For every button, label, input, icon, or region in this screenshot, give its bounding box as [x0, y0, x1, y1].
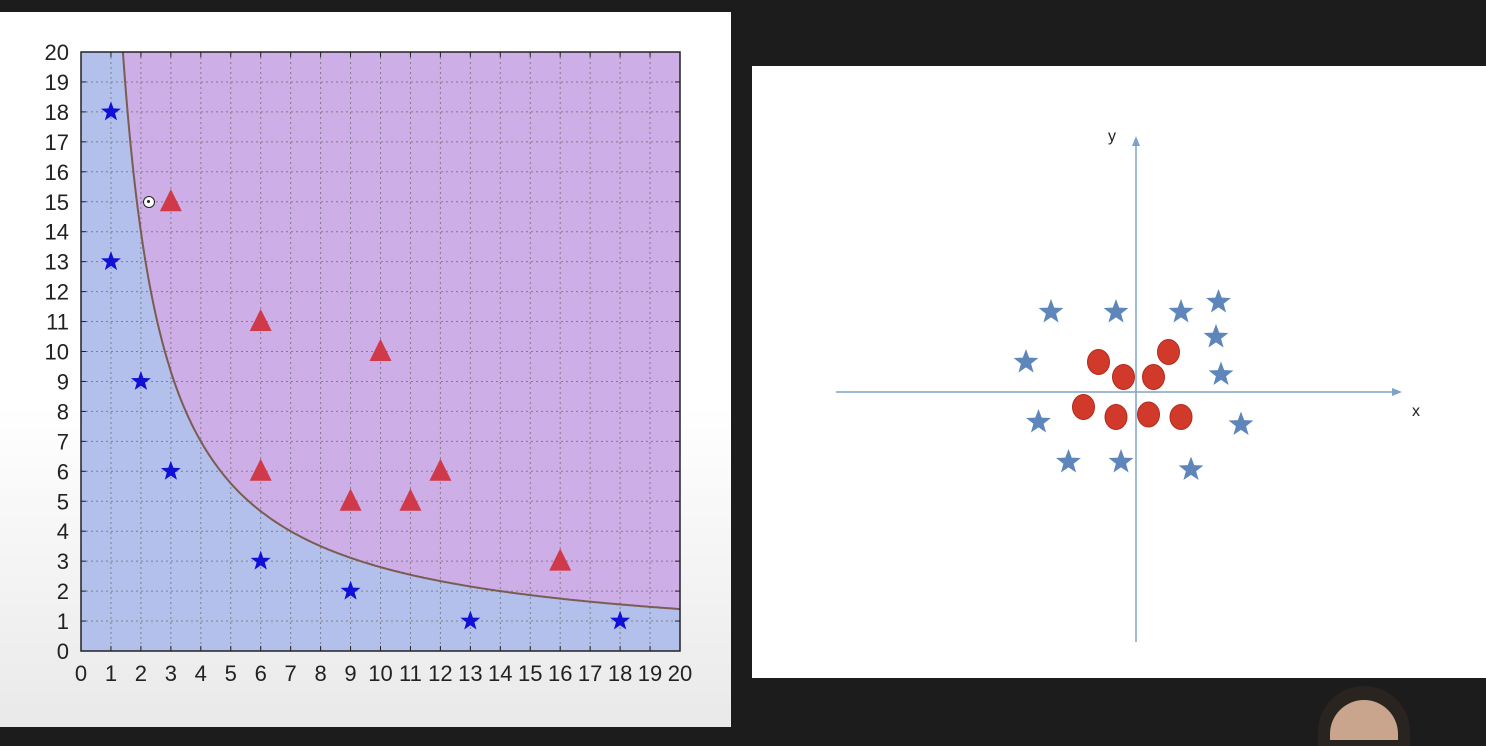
triangle-point	[399, 488, 422, 511]
x-tick-label: 6	[255, 661, 267, 686]
star-point	[1206, 289, 1231, 313]
star-point	[610, 610, 631, 630]
y-tick-label: 15	[45, 190, 69, 215]
circle-point	[1169, 404, 1193, 430]
y-tick-label: 7	[57, 429, 69, 454]
x-tick-label: 7	[285, 661, 297, 686]
x-tick-label: 9	[344, 661, 356, 686]
star-point	[1228, 411, 1254, 435]
y-tick-label: 1	[57, 609, 69, 634]
star-point	[1108, 449, 1134, 473]
x-tick-label: 19	[638, 661, 662, 686]
lower-region	[81, 52, 680, 651]
triangle-point	[429, 458, 452, 481]
star-point	[1026, 409, 1051, 433]
x-tick-label: 16	[548, 661, 572, 686]
mouse-cursor-icon	[143, 196, 155, 208]
triangle-point	[369, 338, 392, 361]
circular-data-chart: xy	[836, 128, 1420, 642]
circle-point	[1112, 364, 1135, 390]
y-tick-label: 11	[46, 310, 69, 335]
y-tick-label: 12	[45, 280, 69, 305]
x-axis-arrow-icon	[1392, 388, 1402, 396]
y-tick-label: 20	[45, 40, 69, 65]
star-point	[1208, 361, 1234, 385]
y-tick-label: 6	[57, 459, 69, 484]
decision-boundary-curve	[121, 51, 681, 611]
decision-boundary-chart: 0 1 2 3 4 5 6 7 8 9 10 11 12 13 14 15 16 17 18 19 2001234567…	[45, 40, 693, 686]
y-axis-label: y	[1108, 128, 1116, 145]
triangle-point	[249, 308, 272, 331]
x-tick-label: 15	[518, 661, 542, 686]
y-tick-label: 19	[45, 70, 69, 95]
triangle-point	[549, 548, 572, 571]
star-point	[1013, 349, 1039, 373]
star-point	[1168, 299, 1194, 323]
circle-point	[1072, 394, 1095, 420]
y-tick-label: 16	[45, 160, 69, 185]
y-tick-label: 8	[57, 399, 69, 424]
x-tick-label: 12	[428, 661, 452, 686]
x-tick-label: 18	[608, 661, 632, 686]
y-tick-label: 0	[57, 639, 69, 664]
star-point	[340, 580, 361, 600]
y-tick-label: 10	[45, 340, 69, 365]
x-tick-label: 4	[195, 661, 207, 686]
y-tick-label: 14	[45, 220, 69, 245]
star-point	[130, 370, 151, 390]
triangle-point	[339, 488, 362, 511]
star-point	[101, 251, 121, 271]
star-point	[1178, 456, 1204, 480]
x-tick-label: 8	[314, 661, 326, 686]
y-tick-label: 17	[45, 130, 69, 155]
y-tick-label: 3	[57, 549, 69, 574]
circle-point	[1104, 404, 1128, 430]
x-tick-label: 2	[135, 661, 147, 686]
circle-point	[1142, 364, 1165, 390]
y-tick-label: 9	[57, 369, 69, 394]
y-tick-label: 13	[45, 250, 69, 275]
x-tick-label: 10	[368, 661, 392, 686]
x-tick-label: 17	[578, 661, 602, 686]
x-tick-label: 0	[75, 661, 87, 686]
x-tick-label: 14	[488, 661, 512, 686]
y-tick-label: 18	[45, 100, 69, 125]
star-point	[1103, 299, 1129, 323]
star-point	[460, 610, 481, 630]
x-tick-label: 11	[399, 661, 422, 686]
star-point	[1203, 324, 1229, 348]
star-point	[160, 460, 181, 480]
y-tick-label: 5	[57, 489, 69, 514]
x-tick-label: 13	[458, 661, 482, 686]
triangle-point	[249, 458, 272, 481]
y-tick-label: 4	[57, 519, 69, 544]
y-axis-arrow-icon	[1132, 136, 1140, 146]
circle-point	[1137, 401, 1160, 428]
x-axis-label: x	[1412, 403, 1420, 420]
x-tick-label: 3	[165, 661, 177, 686]
x-tick-label: 1	[105, 661, 117, 686]
x-tick-label: 20	[668, 661, 692, 686]
star-point	[1038, 299, 1064, 323]
star-point	[250, 550, 271, 570]
triangle-point	[159, 189, 182, 212]
star-point	[101, 101, 121, 121]
circle-point	[1087, 349, 1110, 375]
y-tick-label: 2	[57, 579, 69, 604]
x-tick-label: 5	[225, 661, 237, 686]
star-point	[1056, 449, 1081, 473]
circle-point	[1157, 339, 1180, 365]
